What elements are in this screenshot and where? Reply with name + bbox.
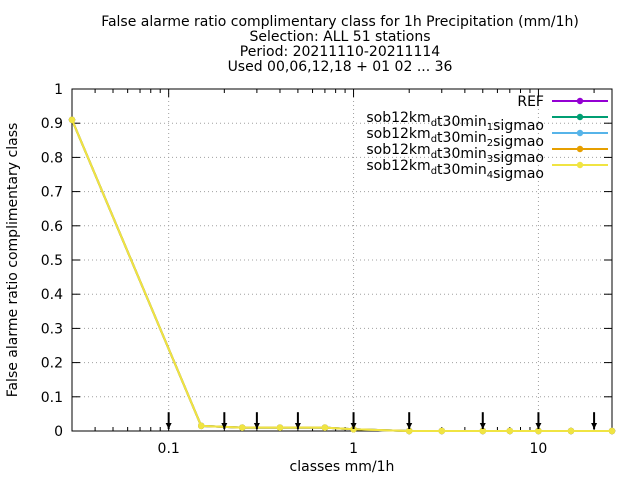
data-point [567, 427, 575, 435]
y-tick-label: 1 [54, 82, 63, 98]
x-tick-label: 0.1 [158, 441, 180, 457]
arrow-head [294, 423, 301, 429]
data-point [198, 422, 205, 430]
data-point [321, 424, 329, 431]
class-marker-arrow [350, 412, 357, 429]
legend-label: sob12kmdt30min4sigmao [366, 158, 544, 182]
legend-item: sob12kmdt30min3sigmao [366, 142, 608, 166]
x-tick-label: 1 [349, 441, 358, 457]
arrow-head [350, 423, 357, 429]
y-tick-label: 0.2 [41, 356, 63, 372]
legend-swatch-point [576, 145, 584, 153]
y-tick-label: 0.6 [41, 219, 63, 235]
class-marker-arrow [165, 412, 172, 429]
y-tick-label: 0.4 [41, 287, 63, 303]
grid [72, 89, 612, 431]
chart-title: False alarme ratio complimentary class f… [101, 14, 579, 75]
y-tick-label: 0.9 [41, 116, 63, 132]
legend-label: sob12kmdt30min2sigmao [366, 126, 544, 150]
title-line: Period: 20211110-20211114 [240, 44, 440, 60]
data-point [479, 427, 486, 435]
legend-swatch-point [576, 97, 584, 105]
data-point [506, 427, 513, 435]
arrow-head [479, 423, 486, 429]
legend-label: REF [517, 94, 544, 110]
legend-swatch-point [576, 161, 584, 169]
data-point [608, 427, 616, 435]
data-point [438, 427, 445, 435]
y-tick-label: 0.7 [41, 185, 63, 201]
class-marker-arrow [253, 412, 260, 429]
series-4 [68, 116, 616, 435]
arrow-head [165, 423, 172, 429]
data-point [239, 424, 246, 431]
y-axis-label: False alarme ratio complimentary class [5, 123, 21, 398]
data-point [535, 427, 542, 435]
arrow-head [591, 423, 598, 429]
class-marker-arrow [535, 412, 542, 429]
y-tick-label: 0.8 [41, 150, 63, 166]
y-tick-label: 0.5 [41, 253, 63, 269]
legend-swatch-point [576, 129, 584, 137]
legend-label: sob12kmdt30min1sigmao [366, 110, 544, 134]
title-line: False alarme ratio complimentary class f… [101, 14, 579, 30]
data-point [68, 116, 76, 123]
y-tick-label: 0 [54, 424, 63, 440]
arrow-head [253, 423, 260, 429]
x-tick-label: 10 [530, 441, 548, 457]
data-point [276, 424, 284, 431]
title-line: Used 00,06,12,18 + 01 02 ... 36 [228, 59, 453, 75]
class-marker-arrow [591, 412, 598, 429]
series-layer [68, 116, 616, 435]
legend-label: sob12kmdt30min3sigmao [366, 142, 544, 166]
legend-item: REF [517, 94, 608, 110]
y-tick-label: 0.3 [41, 321, 63, 337]
class-marker-arrow [294, 412, 301, 429]
legend-item: sob12kmdt30min4sigmao [366, 158, 608, 182]
class-marker-arrow [479, 412, 486, 429]
class-marker-arrow [221, 412, 228, 429]
arrow-head [221, 423, 228, 429]
y-tick-label: 0.1 [41, 390, 63, 406]
legend-swatch-point [576, 113, 584, 121]
arrow-head [535, 423, 542, 429]
class-marker-arrow [406, 412, 413, 429]
data-point [406, 427, 413, 435]
arrow-head [406, 423, 413, 429]
legend-item: sob12kmdt30min2sigmao [366, 126, 608, 150]
axis-ticks: 0 0.1 0.2 0.3 0.4 0.5 0.6 0.7 0.8 0.9 1 0.1 1 10 [41, 82, 612, 457]
legend: REFsob12kmdt30min1sigmaosob12kmdt30min2s… [366, 94, 608, 182]
class-markers [165, 412, 598, 429]
legend-item: sob12kmdt30min1sigmao [366, 110, 608, 134]
data-point [350, 426, 357, 433]
title-line: Selection: ALL 51 stations [249, 29, 430, 45]
x-axis-label: classes mm/1h [290, 459, 395, 475]
